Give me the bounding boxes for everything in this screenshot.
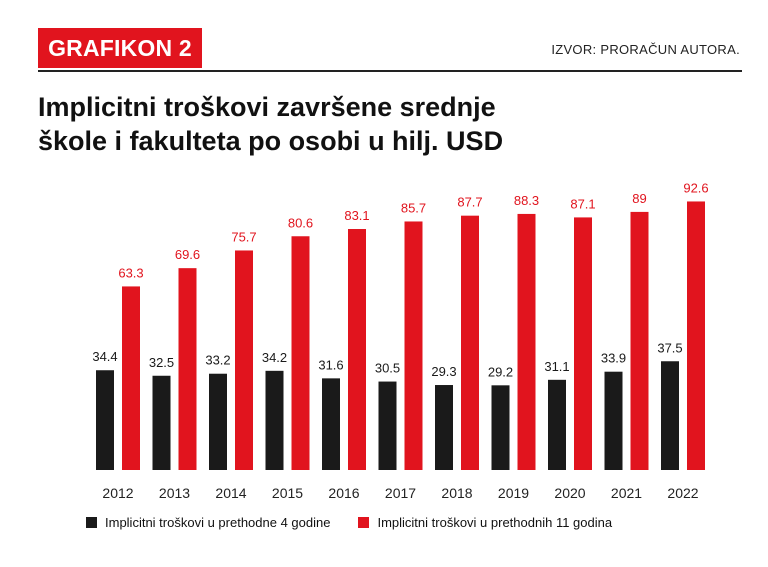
data-label-prethodnih-11-godina-2015: 80.6 (288, 215, 313, 230)
x-tick-label-2015: 2015 (272, 485, 303, 501)
data-label-prethodne-4-godine-2015: 34.2 (262, 350, 287, 365)
bar-prethodne-4-godine-2013 (152, 375, 171, 470)
chart-legend: Implicitni troškovi u prethodne 4 godine… (86, 515, 748, 530)
bar-prethodne-4-godine-2018 (435, 385, 453, 470)
bar-prethodnih-11-godina-2016 (348, 229, 366, 470)
bar-prethodnih-11-godina-2020 (574, 217, 592, 470)
source-note: IZVOR: PRORAČUN AUTORA. (551, 42, 740, 57)
bar-prethodnih-11-godina-2013 (178, 268, 197, 470)
bar-prethodne-4-godine-2019 (491, 385, 510, 470)
data-label-prethodnih-11-godina-2013: 69.6 (175, 247, 200, 262)
chart-badge: GRAFIKON 2 (38, 28, 202, 68)
data-label-prethodnih-11-godina-2019: 88.3 (514, 193, 539, 208)
chart-title-line-2: škole i fakulteta po osobi u hilj. USD (38, 126, 504, 156)
bar-prethodne-4-godine-2012 (96, 370, 114, 470)
data-label-prethodne-4-godine-2022: 37.5 (657, 340, 682, 355)
x-tick-label-2022: 2022 (667, 485, 698, 501)
bar-prethodnih-11-godina-2014 (235, 250, 253, 470)
x-tick-label-2017: 2017 (385, 485, 416, 501)
bar-prethodne-4-godine-2021 (604, 371, 623, 470)
x-tick-label-2018: 2018 (441, 485, 472, 501)
data-label-prethodnih-11-godina-2016: 83.1 (344, 208, 369, 223)
legend-item-series-1: Implicitni troškovi u prethodne 4 godine (86, 515, 330, 530)
data-label-prethodnih-11-godina-2021: 89 (632, 191, 646, 206)
bar-prethodne-4-godine-2016 (322, 378, 340, 470)
data-label-prethodne-4-godine-2016: 31.6 (318, 357, 343, 372)
data-label-prethodne-4-godine-2013: 32.5 (149, 355, 174, 370)
x-tick-label-2016: 2016 (328, 485, 359, 501)
x-tick-label-2021: 2021 (611, 485, 642, 501)
legend-item-series-2: Implicitni troškovi u prethodnih 11 godi… (358, 515, 612, 530)
data-label-prethodne-4-godine-2019: 29.2 (488, 364, 513, 379)
bar-prethodnih-11-godina-2017 (404, 221, 423, 470)
data-label-prethodne-4-godine-2020: 31.1 (544, 359, 569, 374)
bar-prethodnih-11-godina-2018 (461, 215, 479, 470)
chart-title: Implicitni troškovi završene srednje ško… (38, 90, 678, 158)
bar-prethodnih-11-godina-2021 (630, 211, 649, 470)
bar-prethodnih-11-godina-2019 (517, 213, 536, 470)
legend-label-series-1: Implicitni troškovi u prethodne 4 godine (105, 515, 331, 530)
x-tick-label-2012: 2012 (102, 485, 133, 501)
bar-prethodnih-11-godina-2022 (687, 201, 705, 470)
data-label-prethodnih-11-godina-2022: 92.6 (683, 180, 708, 195)
x-tick-label-2020: 2020 (554, 485, 585, 501)
x-tick-label-2014: 2014 (215, 485, 246, 501)
bar-prethodne-4-godine-2020 (548, 379, 566, 470)
legend-label-series-2: Implicitni troškovi u prethodnih 11 godi… (377, 515, 613, 530)
data-label-prethodnih-11-godina-2020: 87.1 (570, 196, 595, 211)
legend-swatch-series-1 (86, 517, 97, 528)
x-tick-label-2013: 2013 (159, 485, 190, 501)
data-label-prethodnih-11-godina-2018: 87.7 (457, 195, 482, 210)
bar-prethodne-4-godine-2022 (661, 361, 679, 470)
data-label-prethodnih-11-godina-2012: 63.3 (118, 265, 143, 280)
data-label-prethodnih-11-godina-2017: 85.7 (401, 200, 426, 215)
bar-prethodne-4-godine-2015 (265, 370, 284, 470)
bar-prethodne-4-godine-2017 (378, 381, 397, 470)
data-label-prethodne-4-godine-2014: 33.2 (205, 353, 230, 368)
chart-title-line-1: Implicitni troškovi završene srednje (38, 92, 496, 122)
bar-prethodnih-11-godina-2015 (291, 236, 310, 470)
data-label-prethodne-4-godine-2017: 30.5 (375, 361, 400, 376)
data-label-prethodne-4-godine-2018: 29.3 (431, 364, 456, 379)
bar-prethodnih-11-godina-2012 (122, 286, 140, 470)
data-label-prethodne-4-godine-2012: 34.4 (92, 349, 117, 364)
legend-swatch-series-2 (358, 517, 370, 528)
header-rule (38, 70, 742, 72)
bar-prethodne-4-godine-2014 (209, 373, 227, 470)
data-label-prethodne-4-godine-2021: 33.9 (601, 351, 626, 366)
data-label-prethodnih-11-godina-2014: 75.7 (231, 229, 256, 244)
x-tick-label-2019: 2019 (498, 485, 529, 501)
